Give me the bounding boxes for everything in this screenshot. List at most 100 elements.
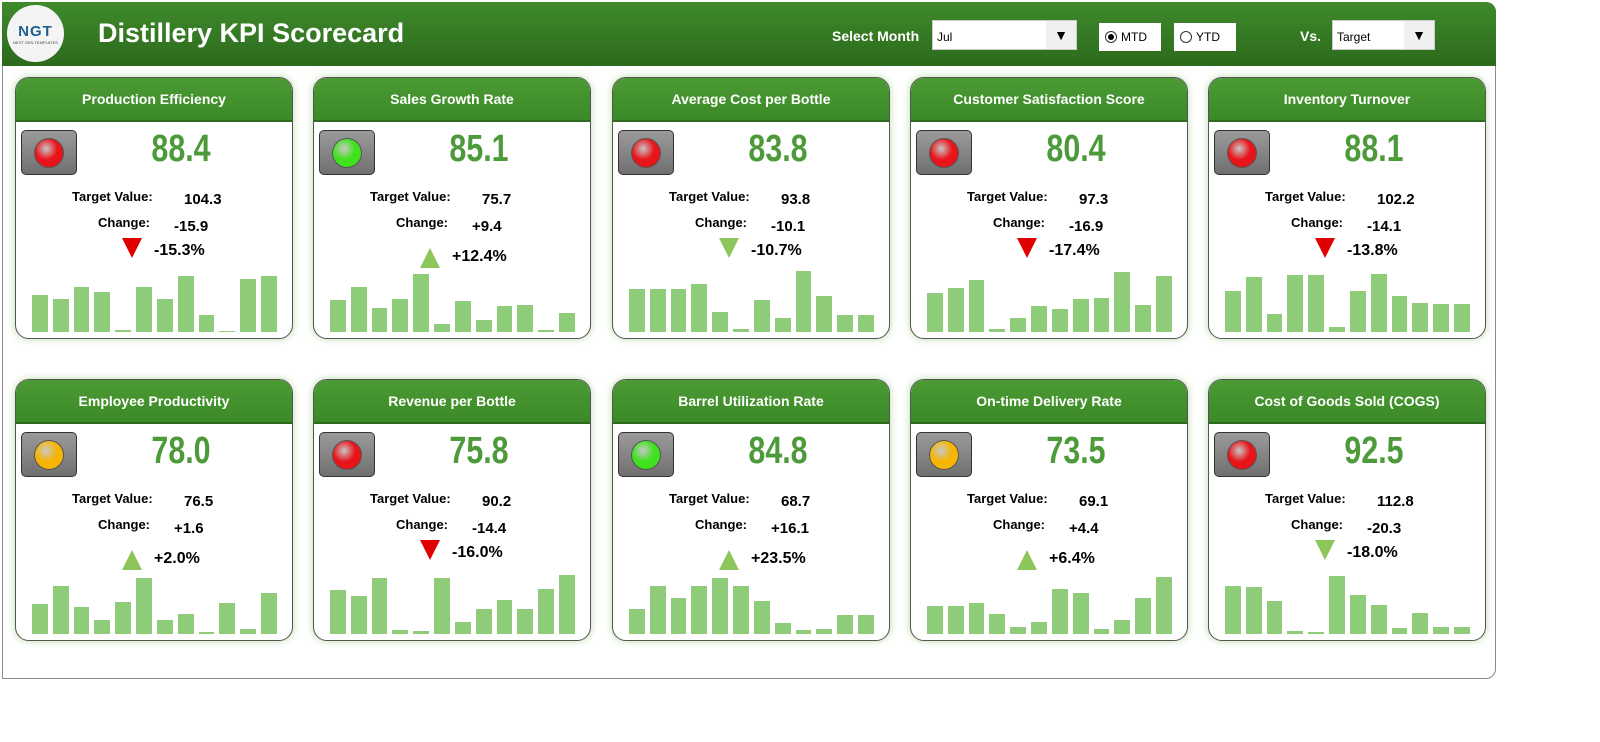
trend-bar — [136, 287, 152, 332]
trend-bar — [219, 603, 236, 634]
trend-bar — [330, 300, 346, 332]
change-percent: +6.4% — [1049, 550, 1095, 567]
kpi-value: 88.4 — [151, 128, 211, 170]
target-label: Target Value: — [669, 491, 750, 506]
trend-bar — [434, 578, 450, 634]
arrow-up-icon — [420, 248, 440, 268]
change-percent: +2.0% — [154, 550, 200, 567]
kpi-title: Inventory Turnover — [1209, 78, 1485, 122]
trend-bar — [413, 274, 430, 332]
kpi-card: Production Efficiency 88.4 Target Value:… — [15, 77, 293, 339]
trend-bar — [1051, 589, 1068, 634]
trend-bar — [1051, 309, 1068, 332]
trend-bar — [947, 288, 964, 332]
trend-bar — [413, 631, 430, 634]
trend-bar — [32, 604, 48, 634]
kpi-title: Sales Growth Rate — [314, 78, 590, 122]
trend-bar — [1412, 613, 1429, 634]
trend-bar — [454, 622, 471, 634]
target-label: Target Value: — [1265, 189, 1346, 204]
trend-bar — [1433, 627, 1450, 634]
trend-bar — [156, 620, 173, 634]
trend-bar — [1135, 598, 1152, 634]
trend-bar — [670, 289, 687, 332]
trend-bar — [1156, 276, 1172, 332]
kpi-value: 88.1 — [1344, 128, 1404, 170]
trend-bar — [733, 329, 749, 332]
change-value: +16.1 — [771, 520, 809, 537]
trend-bar — [115, 330, 132, 332]
trend-bar — [947, 606, 964, 634]
trend-bar — [837, 615, 854, 634]
target-value: 97.3 — [1079, 191, 1109, 208]
change-label: Change: — [396, 517, 448, 532]
change-label: Change: — [396, 215, 448, 230]
kpi-card: Employee Productivity 78.0 Target Value:… — [15, 379, 293, 641]
trend-bar — [989, 329, 1006, 332]
target-label: Target Value: — [1265, 491, 1346, 506]
trend-chart — [1225, 270, 1470, 332]
target-label: Target Value: — [370, 491, 451, 506]
trend-bar — [649, 289, 666, 332]
trend-bar — [559, 313, 575, 332]
radio-icon — [1180, 31, 1192, 43]
page-title: Distillery KPI Scorecard — [98, 18, 405, 48]
kpi-card: On-time Delivery Rate 73.5 Target Value:… — [910, 379, 1188, 641]
chevron-down-icon[interactable]: ▼ — [1404, 21, 1434, 49]
change-value: -14.1 — [1367, 218, 1402, 235]
trend-bar — [1135, 305, 1152, 332]
trend-bar — [1454, 304, 1470, 332]
vs-select[interactable]: Target ▼ — [1332, 20, 1435, 50]
trend-bar — [538, 330, 555, 332]
status-light-icon — [319, 130, 375, 175]
trend-bar — [434, 324, 450, 332]
kpi-title: Average Cost per Bottle — [613, 78, 889, 122]
month-select[interactable]: Jul ▼ — [932, 20, 1077, 50]
target-label: Target Value: — [669, 189, 750, 204]
arrow-down-icon — [122, 238, 142, 258]
trend-chart — [629, 572, 874, 634]
status-light-icon — [916, 432, 972, 477]
change-value: -15.9 — [174, 218, 209, 235]
trend-bar — [177, 276, 194, 332]
trend-bar — [1245, 587, 1262, 634]
trend-chart — [32, 572, 277, 634]
arrow-up-icon — [719, 550, 739, 570]
trend-bar — [733, 586, 749, 634]
target-value: 90.2 — [482, 493, 512, 510]
kpi-title: Employee Productivity — [16, 380, 292, 424]
trend-bar — [1391, 628, 1408, 634]
trend-bar — [496, 600, 513, 634]
trend-chart — [927, 572, 1172, 634]
kpi-value: 75.8 — [449, 430, 509, 472]
mtd-radio[interactable]: MTD — [1099, 23, 1161, 51]
change-value: -14.4 — [472, 520, 507, 537]
target-label: Target Value: — [72, 189, 153, 204]
trend-bar — [1114, 272, 1131, 332]
arrow-down-icon — [1315, 238, 1335, 258]
trend-bar — [989, 614, 1006, 634]
change-value: +4.4 — [1069, 520, 1099, 537]
kpi-card: Customer Satisfaction Score 80.4 Target … — [910, 77, 1188, 339]
target-value: 69.1 — [1079, 493, 1109, 510]
arrow-down-icon — [1017, 238, 1037, 258]
trend-bar — [392, 630, 409, 634]
ytd-radio[interactable]: YTD — [1174, 23, 1236, 51]
trend-bar — [1031, 622, 1047, 634]
change-value: -16.9 — [1069, 218, 1104, 235]
trend-bar — [1370, 605, 1387, 634]
trend-bar — [1433, 304, 1450, 332]
trend-bar — [795, 271, 812, 332]
trend-bar — [712, 578, 729, 634]
trend-bar — [475, 320, 492, 332]
trend-bar — [1308, 632, 1325, 634]
change-percent: -13.8% — [1347, 242, 1398, 259]
chevron-down-icon[interactable]: ▼ — [1046, 21, 1076, 49]
trend-bar — [753, 601, 770, 634]
change-percent: -15.3% — [154, 242, 205, 259]
trend-bar — [1370, 274, 1387, 332]
trend-bar — [330, 590, 346, 634]
trend-bar — [559, 575, 575, 634]
trend-bar — [198, 315, 215, 332]
trend-bar — [1093, 629, 1110, 634]
